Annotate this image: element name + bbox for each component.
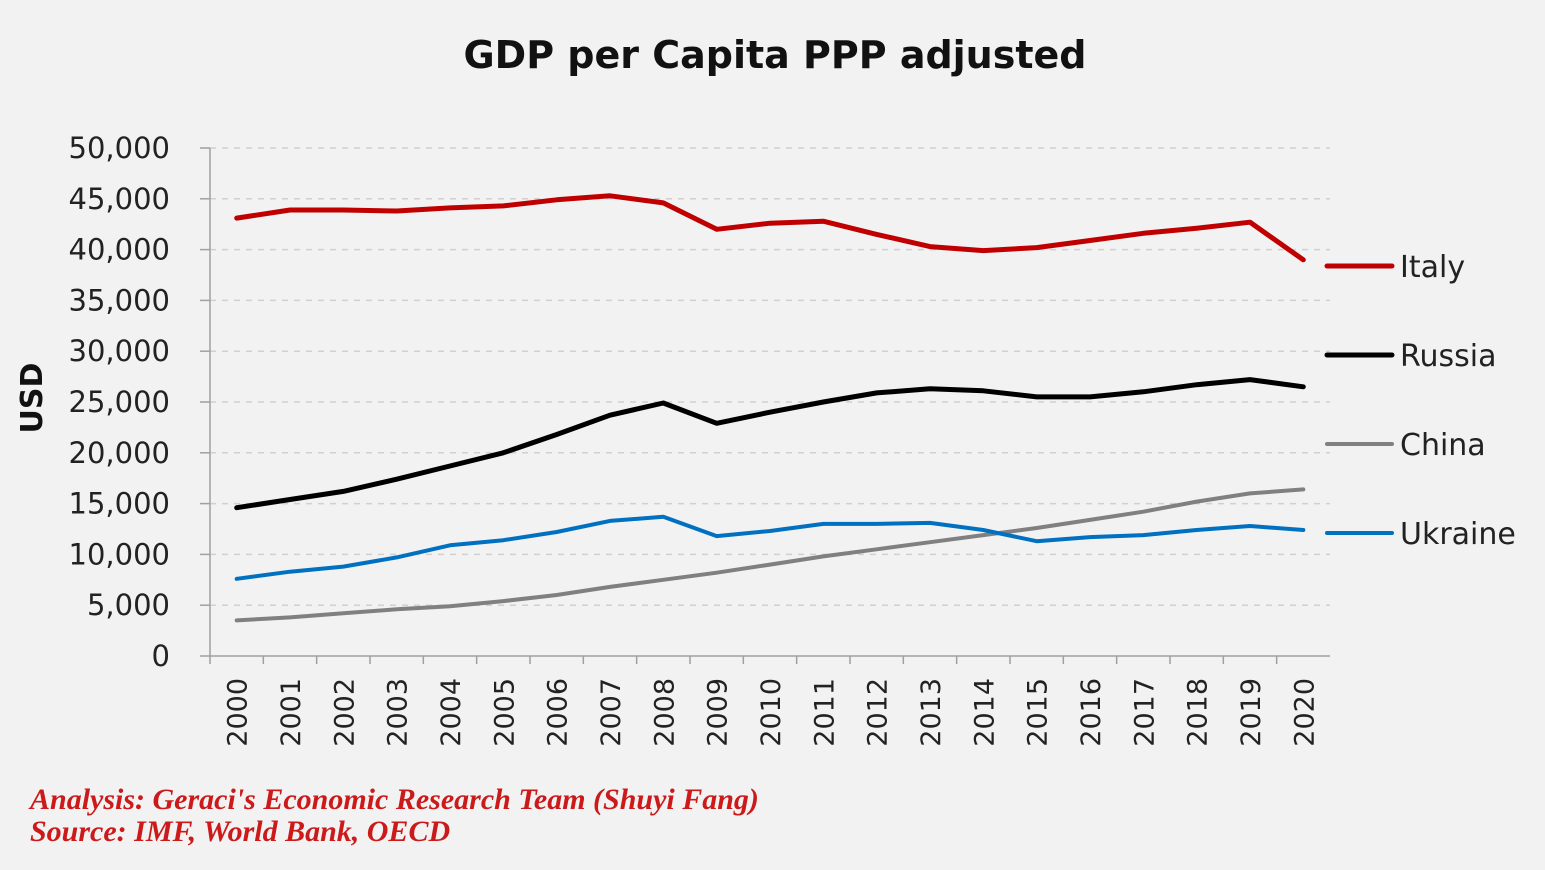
x-tick-label: 2004 — [436, 678, 467, 747]
footnote-analysis: Analysis: Geraci's Economic Research Tea… — [30, 783, 759, 816]
series-line-ukraine — [234, 514, 1306, 581]
y-tick-labels: 0 5,000 10,000 15,000 20,000 25,000 30,000 35,0… — [69, 131, 170, 673]
y-tick-label: 45,000 — [69, 182, 170, 216]
x-tick-label: 2013 — [916, 678, 947, 747]
x-tick-label: 2020 — [1289, 678, 1320, 747]
x-tick-label: 2009 — [703, 678, 734, 747]
y-axis-label: USD — [15, 363, 50, 434]
x-tick-label: 2002 — [329, 678, 360, 747]
x-tick-label: 2019 — [1236, 678, 1267, 747]
chart-title: GDP per Capita PPP adjusted — [463, 33, 1086, 77]
x-tick-label: 2015 — [1023, 678, 1054, 747]
axes — [200, 147, 1330, 664]
x-tick-label: 2017 — [1129, 678, 1160, 747]
x-tick-label: 2014 — [969, 678, 1000, 747]
legend-label-china: China — [1400, 428, 1486, 463]
y-tick-label: 30,000 — [69, 334, 170, 368]
x-tick-label: 2005 — [489, 678, 520, 747]
x-tick-label: 2012 — [863, 678, 894, 747]
x-tick-label: 2008 — [649, 678, 680, 747]
x-tick-label: 2003 — [383, 678, 414, 747]
x-tick-labels: 2000 2001 2002 2003 2004 2005 2006 2007 2008 2009… — [223, 678, 1321, 747]
x-tick-label: 2001 — [276, 678, 307, 747]
y-tick-label: 0 — [152, 639, 170, 673]
legend-label-italy: Italy — [1400, 250, 1465, 285]
y-tick-label: 40,000 — [69, 233, 170, 267]
y-tick-label: 10,000 — [69, 537, 170, 571]
footnote-source: Source: IMF, World Bank, OECD — [30, 815, 451, 848]
x-tick-label: 2016 — [1076, 678, 1107, 747]
series-line-italy — [234, 193, 1306, 263]
x-tick-label: 2011 — [809, 678, 840, 747]
x-tick-label: 2007 — [596, 678, 627, 747]
y-tick-label: 35,000 — [69, 283, 170, 317]
y-tick-label: 15,000 — [69, 487, 170, 521]
legend-label-ukraine: Ukraine — [1400, 517, 1516, 552]
series-line-russia — [234, 377, 1306, 511]
y-tick-label: 5,000 — [87, 588, 170, 622]
series-line-china — [234, 487, 1306, 623]
gridlines — [210, 147, 1330, 606]
series-lines — [234, 193, 1306, 623]
legend-label-russia: Russia — [1400, 339, 1497, 374]
y-tick-label: 25,000 — [69, 385, 170, 419]
y-tick-label: 50,000 — [69, 131, 170, 165]
y-tick-label: 20,000 — [69, 436, 170, 470]
x-tick-label: 2018 — [1183, 678, 1214, 747]
legend: Italy Russia China Ukraine — [1324, 250, 1516, 552]
x-tick-label: 2000 — [223, 678, 254, 747]
x-tick-label: 2010 — [756, 678, 787, 747]
x-tick-label: 2006 — [543, 678, 574, 747]
